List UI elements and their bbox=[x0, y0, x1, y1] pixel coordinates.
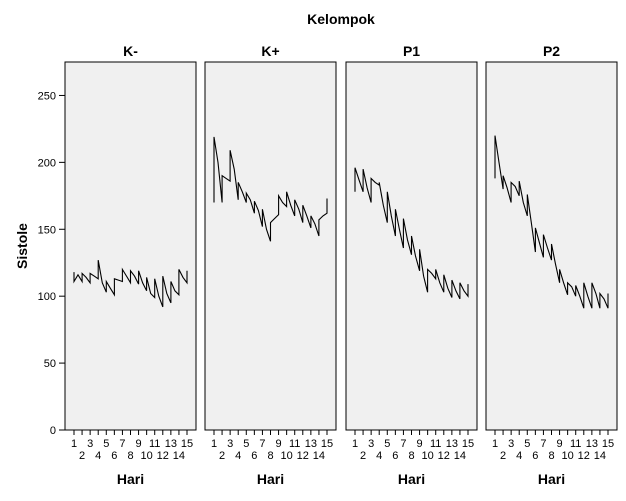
x-tick-label: 12 bbox=[578, 450, 590, 462]
y-tick-label: 100 bbox=[38, 291, 56, 303]
x-tick-label: 7 bbox=[119, 438, 125, 450]
x-tick-label: 14 bbox=[313, 450, 325, 462]
x-axis-label: Hari bbox=[257, 471, 284, 487]
y-tick-label: 200 bbox=[38, 157, 56, 169]
x-tick-label: 1 bbox=[211, 438, 217, 450]
x-tick-label: 2 bbox=[79, 450, 85, 462]
x-tick-label: 6 bbox=[392, 450, 398, 462]
x-tick-label: 5 bbox=[243, 438, 249, 450]
x-tick-label: 12 bbox=[297, 450, 309, 462]
x-tick-label: 8 bbox=[127, 450, 133, 462]
y-tick-label: 150 bbox=[38, 224, 56, 236]
y-tick-label: 0 bbox=[50, 425, 56, 437]
x-tick-label: 10 bbox=[562, 450, 574, 462]
x-tick-label: 11 bbox=[570, 438, 581, 450]
x-tick-label: 13 bbox=[446, 438, 458, 450]
x-tick-label: 3 bbox=[508, 438, 514, 450]
x-tick-label: 11 bbox=[149, 438, 160, 450]
y-axis-label: Sistole bbox=[14, 223, 30, 269]
x-tick-label: 9 bbox=[557, 438, 563, 450]
x-tick-label: 11 bbox=[289, 438, 300, 450]
x-tick-label: 13 bbox=[586, 438, 598, 450]
x-tick-label: 11 bbox=[430, 438, 441, 450]
x-tick-label: 4 bbox=[516, 450, 522, 462]
x-tick-label: 5 bbox=[384, 438, 390, 450]
x-tick-label: 1 bbox=[71, 438, 77, 450]
x-tick-label: 14 bbox=[594, 450, 606, 462]
x-tick-label: 10 bbox=[422, 450, 434, 462]
x-tick-label: 3 bbox=[87, 438, 93, 450]
panel-title: P2 bbox=[543, 43, 560, 59]
panel-frame bbox=[64, 61, 197, 431]
x-tick-label: 4 bbox=[376, 450, 382, 462]
x-tick-label: 14 bbox=[454, 450, 466, 462]
x-tick-label: 15 bbox=[462, 438, 474, 450]
y-tick-label: 250 bbox=[38, 90, 56, 102]
x-tick-label: 2 bbox=[219, 450, 225, 462]
y-axis: 0 50 100 150 200 250 bbox=[38, 90, 65, 437]
x-tick-label: 7 bbox=[400, 438, 406, 450]
x-axis-label: Hari bbox=[538, 471, 565, 487]
x-axis-label: Hari bbox=[398, 471, 425, 487]
x-tick-label: 12 bbox=[438, 450, 450, 462]
panel-title: P1 bbox=[403, 43, 420, 59]
x-tick-label: 1 bbox=[352, 438, 358, 450]
figure-title: Kelompok bbox=[307, 11, 375, 27]
series-line bbox=[73, 260, 188, 308]
x-tick-label: 5 bbox=[103, 438, 109, 450]
x-tick-label: 4 bbox=[235, 450, 241, 462]
x-tick-label: 2 bbox=[360, 450, 366, 462]
x-tick-label: 1 bbox=[492, 438, 498, 450]
x-axis-label: Hari bbox=[117, 471, 144, 487]
x-tick-label: 8 bbox=[548, 450, 554, 462]
x-tick-label: 9 bbox=[276, 438, 282, 450]
y-tick-label: 50 bbox=[44, 358, 56, 370]
series-line bbox=[494, 135, 609, 309]
x-tick-label: 6 bbox=[532, 450, 538, 462]
x-tick-label: 14 bbox=[173, 450, 185, 462]
x-tick-label: 12 bbox=[157, 450, 169, 462]
x-tick-label: 15 bbox=[181, 438, 193, 450]
x-tick-label: 8 bbox=[408, 450, 414, 462]
x-tick-label: 15 bbox=[321, 438, 333, 450]
x-tick-label: 3 bbox=[368, 438, 374, 450]
series-line bbox=[354, 167, 469, 300]
x-tick-label: 2 bbox=[500, 450, 506, 462]
x-tick-label: 15 bbox=[602, 438, 614, 450]
x-tick-label: 9 bbox=[417, 438, 423, 450]
x-tick-label: 7 bbox=[259, 438, 265, 450]
x-tick-label: 3 bbox=[227, 438, 233, 450]
x-tick-label: 5 bbox=[524, 438, 530, 450]
x-tick-label: 4 bbox=[95, 450, 101, 462]
x-tick-label: 13 bbox=[165, 438, 177, 450]
x-tick-label: 10 bbox=[141, 450, 153, 462]
x-tick-label: 10 bbox=[281, 450, 293, 462]
x-tick-label: 6 bbox=[251, 450, 257, 462]
x-tick-label: 6 bbox=[111, 450, 117, 462]
panel-title: K- bbox=[123, 43, 138, 59]
x-tick-label: 8 bbox=[267, 450, 273, 462]
series-line bbox=[213, 136, 328, 242]
panel-title: K+ bbox=[261, 43, 279, 59]
x-tick-label: 7 bbox=[540, 438, 546, 450]
x-tick-label: 9 bbox=[136, 438, 142, 450]
panel-frame bbox=[204, 61, 337, 431]
x-tick-label: 13 bbox=[305, 438, 317, 450]
